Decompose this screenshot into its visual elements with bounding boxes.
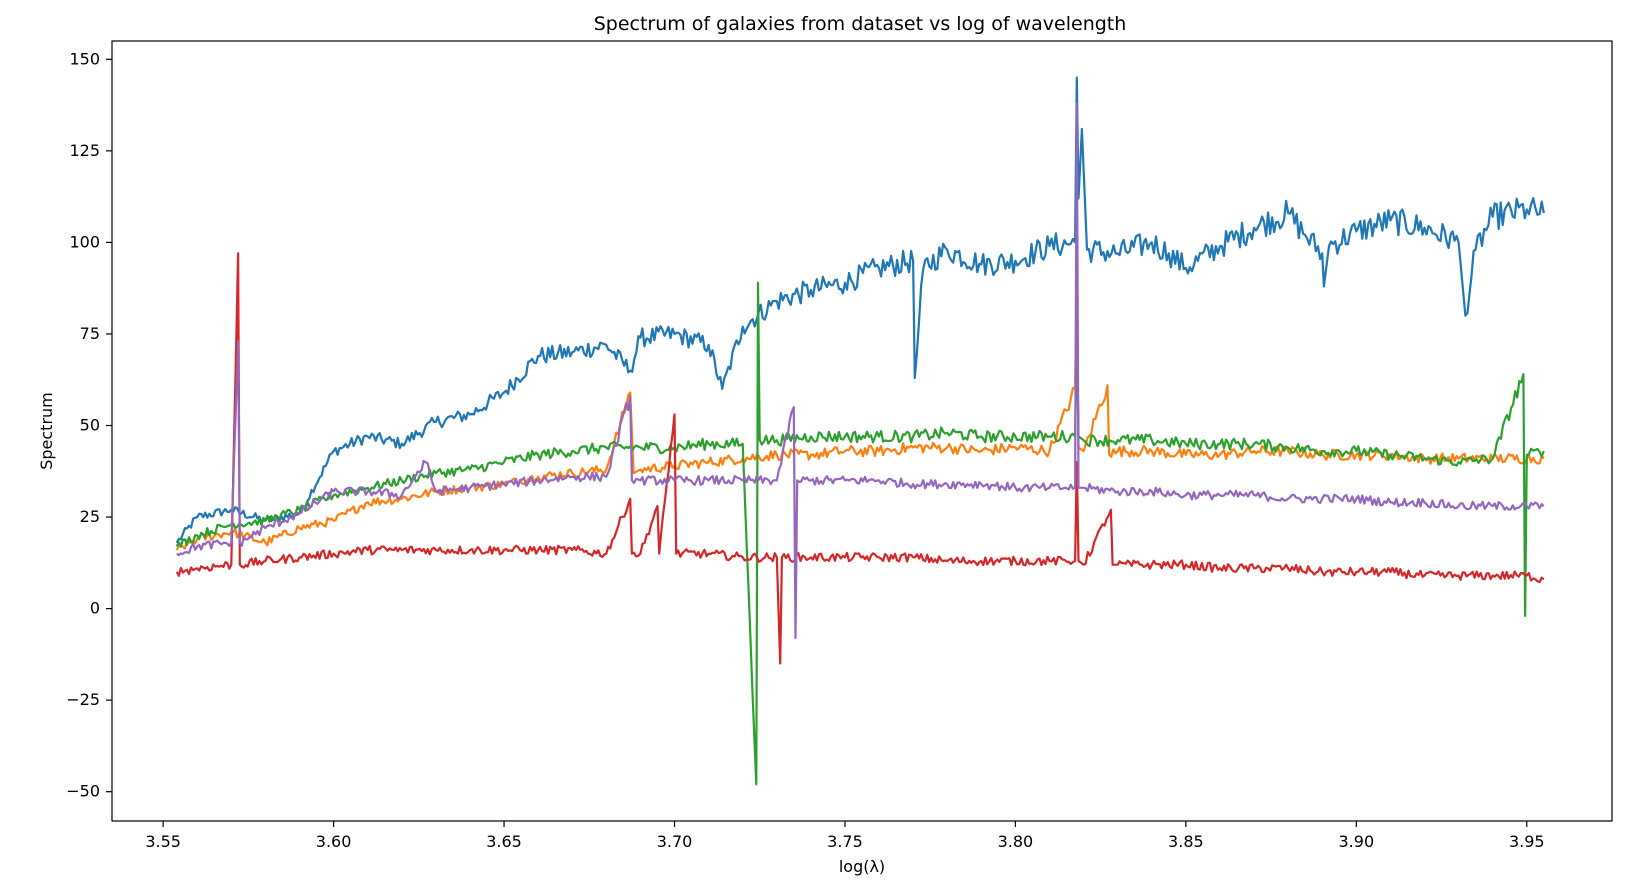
y-tick-label: 100: [69, 232, 100, 251]
y-tick-label: −50: [66, 782, 100, 801]
x-tick-label: 3.75: [827, 832, 863, 851]
x-tick-label: 3.55: [145, 832, 181, 851]
series-line-4: [175, 252, 1545, 665]
plot-frame: [111, 40, 1613, 822]
y-tick-label: 125: [69, 141, 100, 160]
series-line-3: [175, 281, 1545, 786]
x-tick-label: 3.80: [998, 832, 1034, 851]
x-axis: 3.55 3.60 3.65 3.70 3.75 3.80 3.85 3.90 3.95: [145, 821, 1545, 851]
series-layer: [175, 76, 1545, 786]
y-tick-label: 25: [80, 507, 100, 526]
chart-title: Spectrum of galaxies from dataset vs log…: [594, 13, 1127, 35]
y-axis: −50 −25 0 25 50 75 100 125 150: [66, 49, 112, 801]
y-tick-label: −25: [66, 690, 100, 709]
y-tick-label: 0: [90, 599, 100, 618]
series-line-5: [176, 102, 1545, 639]
y-tick-label: 50: [80, 416, 100, 435]
series-line-1: [175, 76, 1545, 544]
x-tick-label: 3.85: [1168, 832, 1204, 851]
y-tick-label: 75: [80, 324, 100, 343]
x-tick-label: 3.65: [486, 832, 522, 851]
x-tick-label: 3.95: [1509, 832, 1545, 851]
x-axis-label: log(λ): [839, 857, 885, 876]
x-tick-label: 3.60: [316, 832, 352, 851]
y-axis-label: Spectrum: [37, 392, 56, 470]
y-tick-label: 150: [69, 49, 100, 68]
x-tick-label: 3.90: [1339, 832, 1375, 851]
x-tick-label: 3.70: [657, 832, 693, 851]
